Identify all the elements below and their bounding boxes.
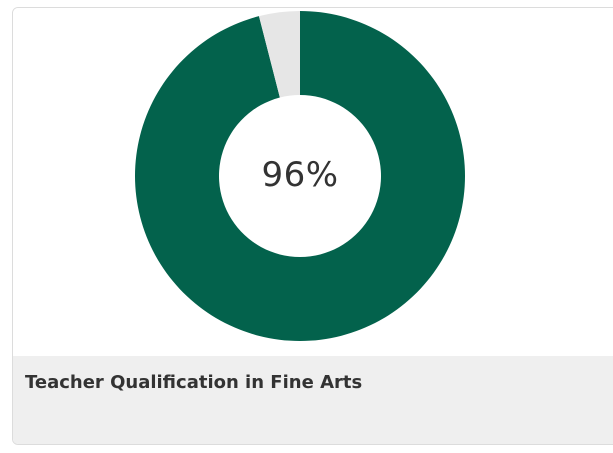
chart-area: 96% xyxy=(13,8,613,356)
donut-chart xyxy=(134,11,465,341)
donut-slice-0 xyxy=(134,11,465,341)
card-caption: Teacher Qualification in Fine Arts xyxy=(25,372,363,393)
center-percentage-label: 96% xyxy=(261,155,339,195)
donut-slice-1 xyxy=(258,11,300,98)
chart-card: 96% Teacher Qualification in Fine Arts xyxy=(12,7,613,445)
card-footer: Teacher Qualification in Fine Arts xyxy=(13,356,613,444)
